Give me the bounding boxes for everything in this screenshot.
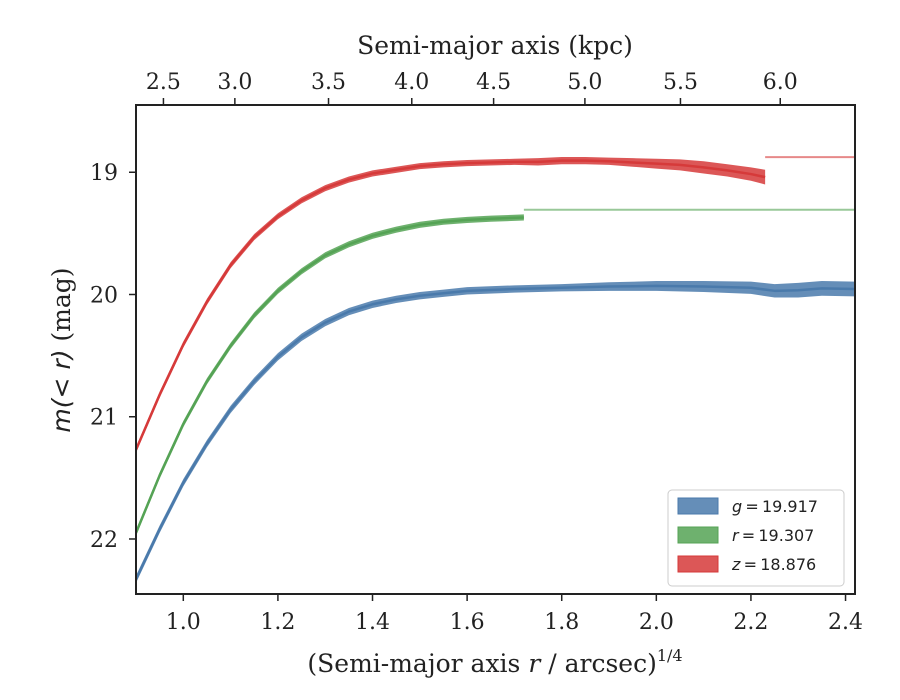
- bottom-axis-title-sup: 1/4: [657, 646, 683, 665]
- x-tick-label: 2.4: [828, 610, 863, 635]
- x-tick-label: 1.6: [450, 610, 485, 635]
- top-tick-label: 6.0: [763, 70, 798, 95]
- top-tick-label: 4.0: [394, 70, 429, 95]
- y-tick-label: 20: [90, 283, 118, 308]
- y-tick-label: 19: [90, 161, 118, 186]
- y-tick-label: 22: [90, 528, 118, 553]
- x-tick-label: 1.2: [260, 610, 295, 635]
- left-axis-title-suffix: (mag): [47, 267, 76, 349]
- left-axis-title-var: m(< r): [47, 350, 76, 433]
- series-layer: [136, 156, 855, 583]
- legend-label-r: r = 19.307: [732, 526, 814, 545]
- bottom-axis-title-prefix: (Semi-major axis: [307, 649, 528, 678]
- legend-swatch-g: [677, 497, 719, 515]
- series-g-line: [136, 284, 855, 580]
- series-r-line: [136, 216, 524, 534]
- x-tick-label: 1.0: [166, 610, 201, 635]
- x-tick-label: 2.0: [639, 610, 674, 635]
- ticks-layer: 1.0 1.2 1.4 1.6 1.8 2.0 2.2 2.4 2.5 3.0 3.5 4.0 4.5 5…: [90, 70, 863, 635]
- top-tick-label: 4.5: [476, 70, 511, 95]
- series-z-line: [136, 159, 766, 451]
- top-tick-label: 2.5: [146, 70, 181, 95]
- top-axis-title: Semi-major axis (kpc): [357, 31, 633, 60]
- bottom-axis-title-var: r: [528, 649, 542, 678]
- plot-frame: [135, 104, 856, 595]
- series-r-band: [136, 214, 524, 536]
- x-tick-label: 1.4: [355, 610, 390, 635]
- top-tick-label: 5.0: [567, 70, 602, 95]
- left-axis-title: m(< r) (mag): [47, 267, 76, 432]
- legend-swatch-z: [677, 555, 719, 573]
- legend-swatch-r: [677, 526, 719, 544]
- bottom-axis-title-suffix: / arcsec): [540, 649, 657, 678]
- legend-label-g: g = 19.917: [732, 497, 818, 516]
- top-tick-label: 3.0: [217, 70, 252, 95]
- top-tick-label: 5.5: [663, 70, 698, 95]
- legend-label-z: z = 18.876: [731, 555, 816, 574]
- x-tick-label: 2.2: [733, 610, 768, 635]
- bottom-axis-title: (Semi-major axis r / arcsec)1/4: [307, 646, 682, 678]
- legend: g = 19.917 r = 19.307 z = 18.876: [667, 489, 845, 587]
- y-tick-label: 21: [90, 406, 118, 431]
- top-tick-label: 3.5: [311, 70, 346, 95]
- x-tick-label: 1.8: [544, 610, 579, 635]
